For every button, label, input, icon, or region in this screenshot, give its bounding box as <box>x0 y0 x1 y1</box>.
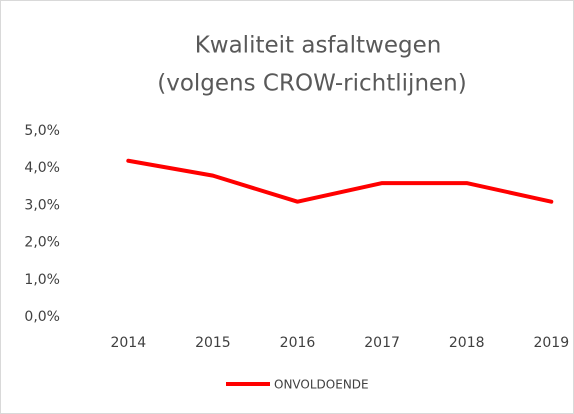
y-tick-label: 0,0% <box>24 309 60 325</box>
legend-label: ONVOLDOENDE <box>274 378 369 392</box>
x-tick-label: 2017 <box>364 335 400 351</box>
y-tick-label: 4,0% <box>24 160 60 176</box>
y-tick-label: 5,0% <box>24 123 60 139</box>
y-tick-label: 3,0% <box>24 197 60 213</box>
chart-title: (volgens CROW-richtlijnen) <box>157 71 466 97</box>
y-tick-label: 1,0% <box>24 272 60 288</box>
x-tick-label: 2014 <box>110 335 146 351</box>
y-tick-label: 2,0% <box>24 235 60 251</box>
x-tick-label: 2015 <box>195 335 231 351</box>
chart-title: Kwaliteit asfaltwegen <box>195 33 442 59</box>
x-tick-label: 2019 <box>533 335 569 351</box>
data-line <box>126 158 554 204</box>
x-tick-label: 2016 <box>280 335 316 351</box>
x-tick-label: 2018 <box>449 335 485 351</box>
